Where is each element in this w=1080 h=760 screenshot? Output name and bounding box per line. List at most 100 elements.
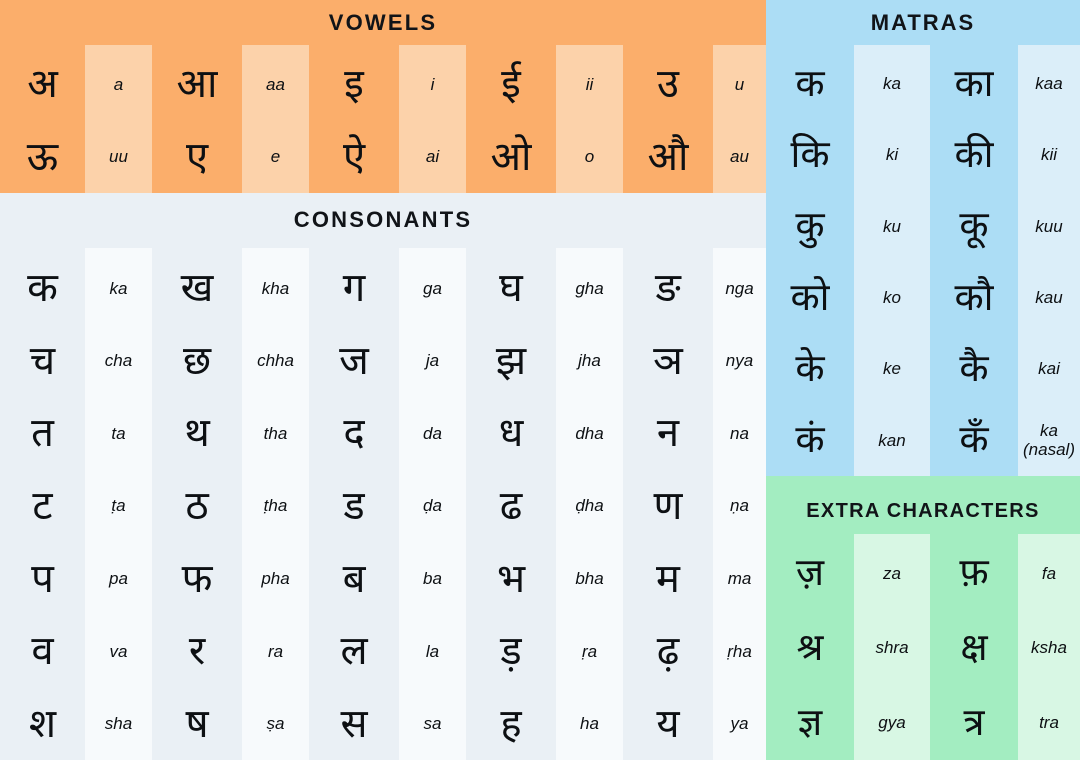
vowel-romanization: ii	[585, 74, 594, 94]
extra-character-letter: त्र	[963, 701, 985, 744]
matra-letter: क	[795, 62, 825, 105]
consonant-letter: ब	[342, 556, 366, 601]
consonant-romanization: ḍha	[575, 496, 604, 516]
extra-characters-column-stripes	[766, 534, 1080, 760]
consonant-romanization: da	[423, 423, 442, 443]
matras-column-stripes	[766, 45, 1080, 476]
vowel-letter: ऊ	[26, 134, 59, 179]
extra-characters-section: EXTRA CHARACTERS ज़ za फ़ fa श्र shra क्ष ksha ज्ञ…	[766, 476, 1080, 760]
consonant-letter: स	[340, 701, 368, 746]
column-stripe	[713, 45, 766, 193]
consonant-letter: त	[31, 411, 54, 456]
consonant-letter: म	[656, 556, 680, 601]
consonant-romanization: sha	[104, 714, 133, 734]
matras-grid: क ka का kaa कि ki की kii कु ku कू kuu को ko कौ kau के ke क…	[766, 48, 1080, 476]
matra-letter: कु	[795, 205, 825, 248]
consonant-letter: ख	[180, 266, 214, 311]
matras-section-title: MATRAS	[870, 10, 976, 35]
consonant-romanization: ba	[423, 569, 442, 589]
vowel-romanization: i	[430, 74, 435, 94]
consonants-grid: क ka ख kha ग ga घ gha ङ nga च cha छ chha ज ja झ jha ञ nya त t…	[0, 252, 766, 760]
consonant-romanization: ṛa	[581, 641, 598, 661]
extra-characters-section-title: EXTRA CHARACTERS	[806, 500, 1040, 522]
consonant-letter: प	[31, 556, 54, 601]
matra-letter: कू	[959, 205, 989, 248]
matra-letter: कौ	[954, 276, 994, 319]
vowel-letter: अ	[27, 62, 58, 107]
extra-character-romanization: ksha	[1031, 638, 1067, 658]
consonant-romanization: tha	[263, 423, 288, 443]
column-stripe	[85, 45, 152, 193]
consonant-romanization: ja	[425, 351, 440, 371]
matra-romanization: ko	[883, 288, 901, 308]
matra-letter: कं	[795, 419, 825, 462]
matra-romanization: kai	[1038, 359, 1060, 379]
consonant-letter: ह	[500, 701, 522, 746]
consonant-letter: ड़	[500, 629, 522, 674]
consonant-romanization: nga	[725, 278, 754, 298]
matra-letter: कँ	[959, 419, 989, 462]
column-stripe	[556, 45, 623, 193]
consonant-letter: छ	[182, 338, 212, 383]
vowels-section-title: VOWELS	[328, 10, 438, 35]
column-stripe	[854, 45, 930, 476]
consonant-romanization: ma	[727, 569, 752, 589]
consonant-romanization: ka	[109, 278, 128, 298]
consonant-romanization: bha	[575, 569, 604, 589]
matra-romanization: ka (nasal)	[1023, 420, 1075, 460]
vowel-letter: औ	[647, 134, 689, 179]
consonant-romanization: ṣa	[266, 714, 285, 734]
matra-letter: के	[795, 347, 825, 390]
vowel-romanization: au	[730, 147, 749, 167]
consonant-romanization: ha	[580, 714, 599, 734]
vowels-grid: अ a आ aa इ i ई ii उ u ऊ uu ए e ऐ ai ओ o औ au	[0, 48, 766, 193]
consonant-letter: घ	[499, 266, 523, 311]
matra-romanization: kii	[1040, 145, 1058, 165]
column-stripe	[1018, 534, 1080, 760]
consonant-romanization: gha	[575, 278, 604, 298]
extra-character-letter: क्ष	[960, 626, 988, 669]
consonant-letter: य	[656, 701, 680, 746]
vowel-letter: उ	[657, 62, 679, 107]
consonant-romanization: ta	[111, 423, 126, 443]
matra-romanization: ki	[885, 145, 899, 165]
column-stripe	[242, 248, 309, 760]
extra-character-letter: फ़	[959, 552, 989, 595]
consonant-letter: झ	[495, 338, 527, 383]
matra-romanization: ka	[883, 74, 901, 94]
consonant-letter: ध	[498, 411, 524, 456]
vowel-romanization: uu	[109, 147, 128, 167]
matra-romanization: ke	[883, 359, 901, 379]
consonant-romanization: ṭa	[111, 496, 126, 516]
consonant-romanization: ra	[267, 641, 284, 661]
consonant-letter: न	[656, 411, 680, 456]
vowel-letter: आ	[176, 62, 218, 107]
vowel-romanization: o	[584, 147, 595, 167]
consonant-romanization: ḍa	[423, 496, 442, 516]
consonant-romanization: pha	[261, 569, 290, 589]
consonant-letter: ङ	[655, 266, 681, 311]
column-stripe	[399, 248, 466, 760]
consonant-letter: थ	[184, 411, 210, 456]
matra-romanization: ku	[883, 216, 901, 236]
consonant-letter: ञ	[653, 338, 683, 383]
consonant-letter: फ	[181, 556, 213, 601]
consonants-section-title: CONSONANTS	[293, 207, 473, 232]
consonant-letter: ड	[343, 483, 365, 528]
consonant-romanization: sa	[423, 714, 442, 734]
matra-letter: का	[954, 62, 994, 105]
consonant-romanization: ṛha	[727, 641, 752, 661]
consonant-romanization: ya	[730, 714, 749, 734]
consonant-romanization: na	[730, 423, 749, 443]
extra-character-romanization: gya	[878, 713, 906, 733]
column-stripe	[85, 248, 152, 760]
vowel-romanization: u	[734, 74, 745, 94]
consonant-romanization: ṇa	[730, 496, 749, 516]
vowel-romanization: a	[113, 74, 124, 94]
consonant-letter: व	[31, 629, 54, 674]
consonant-letter: श	[28, 701, 57, 746]
column-stripe	[399, 45, 466, 193]
extra-character-letter: श्र	[796, 626, 824, 669]
extra-character-letter: ज़	[795, 552, 825, 595]
